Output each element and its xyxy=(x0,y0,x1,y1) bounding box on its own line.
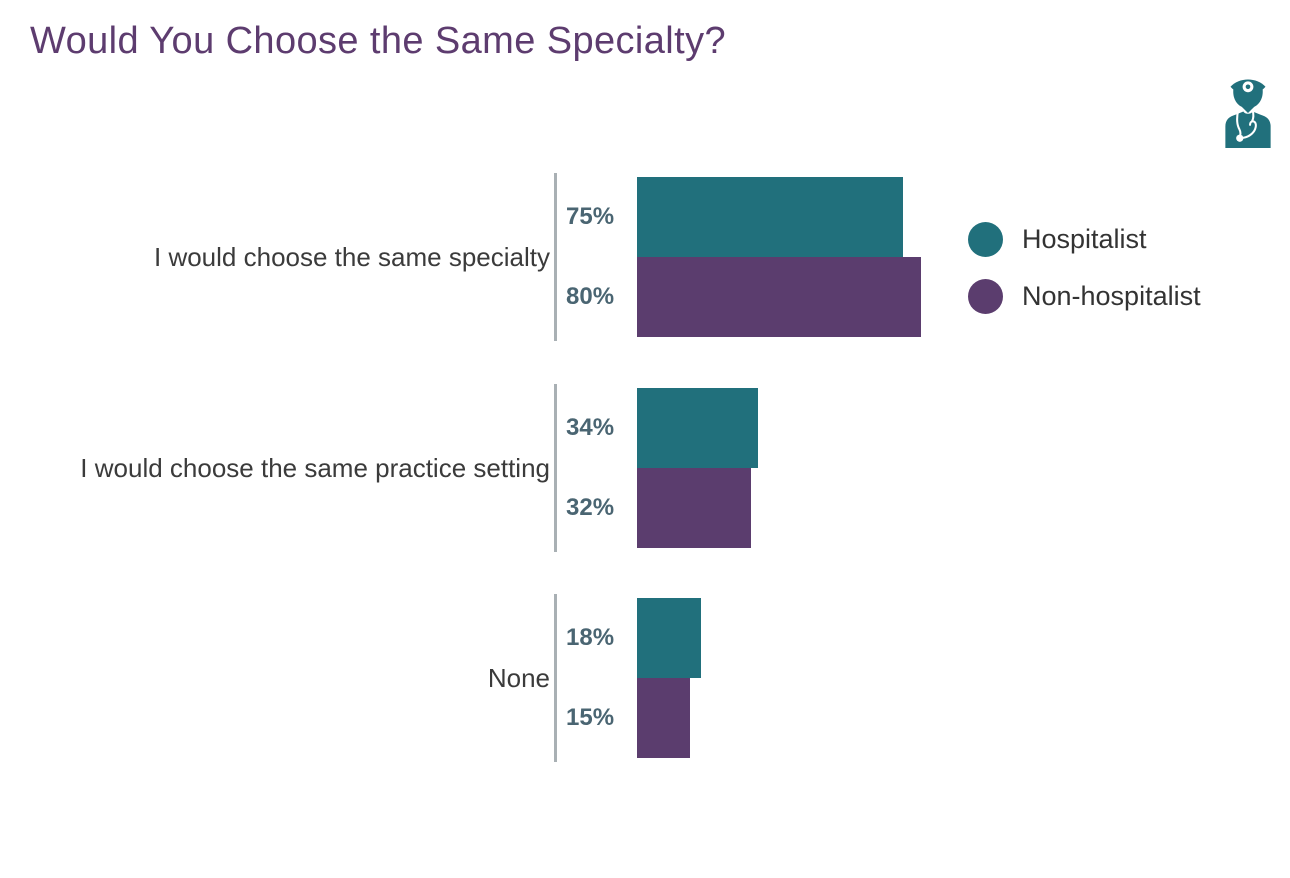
value-label: 32% xyxy=(566,494,615,521)
category-label: I would choose the same specialty xyxy=(154,241,550,272)
bar-non-hospitalist xyxy=(637,678,690,758)
axis-line-segment xyxy=(554,594,557,762)
legend-item-non-hospitalist: Non-hospitalist xyxy=(968,278,1201,314)
legend-label-non-hospitalist: Non-hospitalist xyxy=(1022,280,1201,311)
bar-hospitalist xyxy=(637,388,758,468)
category-label: None xyxy=(487,662,550,693)
bar-hospitalist xyxy=(637,598,701,678)
chart-title: Would You Choose the Same Specialty? xyxy=(30,20,727,62)
legend-swatch-hospitalist-icon xyxy=(968,221,1003,257)
value-label: 75% xyxy=(566,203,615,230)
category-label: I would choose the same practice setting xyxy=(80,452,550,483)
value-label: 18% xyxy=(566,624,615,651)
bar-group: I would choose the same specialty 75% 80% xyxy=(0,173,1290,341)
bar-group: None 18% 15% xyxy=(0,594,1290,762)
legend: Hospitalist Non-hospitalist xyxy=(968,221,1201,335)
bar-group: I would choose the same practice setting… xyxy=(0,384,1290,552)
value-label: 15% xyxy=(566,704,615,731)
doctor-icon xyxy=(1222,76,1274,148)
legend-item-hospitalist: Hospitalist xyxy=(968,221,1201,257)
value-label: 80% xyxy=(566,283,615,310)
axis-line-segment xyxy=(554,384,557,552)
value-label: 34% xyxy=(566,414,615,441)
legend-label-hospitalist: Hospitalist xyxy=(1022,223,1147,254)
bar-non-hospitalist xyxy=(637,257,921,337)
bar-non-hospitalist xyxy=(637,468,751,548)
legend-swatch-non-hospitalist-icon xyxy=(968,278,1003,314)
axis-line-segment xyxy=(554,173,557,341)
bar-hospitalist xyxy=(637,177,903,257)
